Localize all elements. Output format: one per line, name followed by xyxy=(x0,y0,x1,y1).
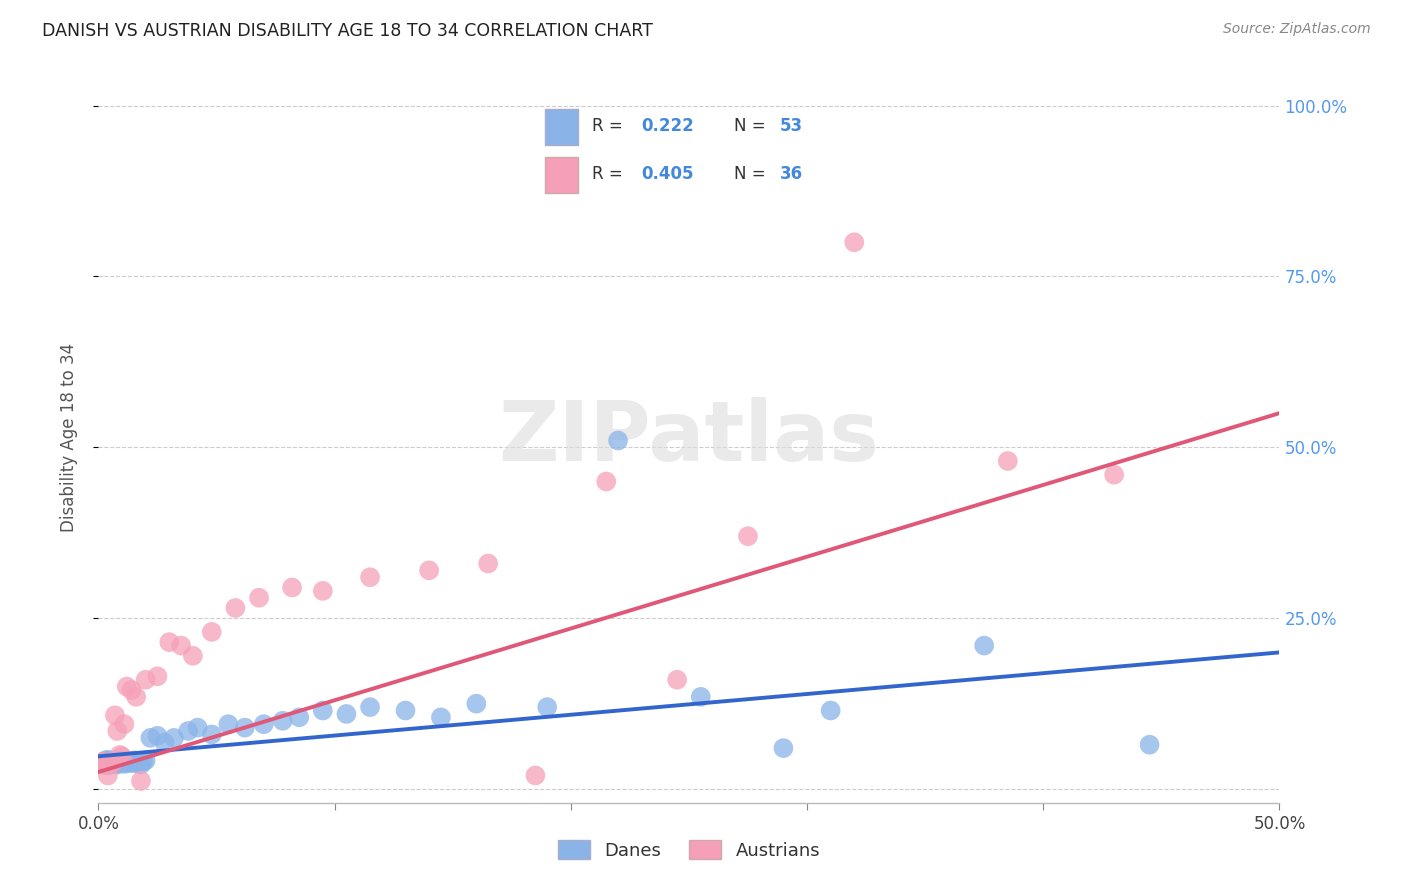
Point xyxy=(217,717,239,731)
Point xyxy=(595,475,617,489)
Point xyxy=(465,697,488,711)
Point xyxy=(111,755,134,769)
Point xyxy=(844,235,866,250)
Point xyxy=(820,704,842,718)
Point xyxy=(170,639,193,653)
Point xyxy=(201,624,224,639)
Point xyxy=(90,756,112,771)
Point xyxy=(247,591,270,605)
Point xyxy=(105,724,128,739)
Point xyxy=(181,648,204,663)
Point xyxy=(115,756,138,771)
Point xyxy=(122,753,145,767)
Point xyxy=(163,731,186,745)
Point xyxy=(108,747,131,762)
Point xyxy=(607,434,630,448)
Point xyxy=(312,704,335,718)
Point xyxy=(359,700,381,714)
Point xyxy=(108,756,131,771)
Point xyxy=(91,755,114,769)
Point xyxy=(125,756,148,771)
Point xyxy=(115,680,138,694)
Point xyxy=(105,756,128,771)
Point xyxy=(288,710,311,724)
Point xyxy=(973,639,995,653)
Point xyxy=(101,755,124,769)
Point xyxy=(129,757,152,772)
Point xyxy=(146,669,169,683)
Point xyxy=(394,704,416,718)
Point xyxy=(97,768,120,782)
Point xyxy=(129,773,152,788)
Point xyxy=(524,768,547,782)
Point xyxy=(737,529,759,543)
Point xyxy=(177,724,200,739)
Point xyxy=(108,755,131,769)
Point xyxy=(105,757,128,772)
Point xyxy=(111,753,134,767)
Point xyxy=(224,601,246,615)
Point xyxy=(772,741,794,756)
Point xyxy=(418,563,440,577)
Point xyxy=(281,581,304,595)
Point xyxy=(689,690,711,704)
Point xyxy=(112,756,135,771)
Point xyxy=(271,714,294,728)
Point xyxy=(104,708,127,723)
Point xyxy=(112,717,135,731)
Point xyxy=(157,635,180,649)
Point xyxy=(997,454,1019,468)
Point xyxy=(233,721,256,735)
Point xyxy=(477,557,499,571)
Text: DANISH VS AUSTRIAN DISABILITY AGE 18 TO 34 CORRELATION CHART: DANISH VS AUSTRIAN DISABILITY AGE 18 TO … xyxy=(42,22,652,40)
Point xyxy=(97,753,120,767)
Point xyxy=(359,570,381,584)
Point xyxy=(128,755,150,769)
Point xyxy=(111,749,134,764)
Point xyxy=(146,729,169,743)
Point xyxy=(104,756,127,771)
Point xyxy=(536,700,558,714)
Point xyxy=(135,673,157,687)
Point xyxy=(118,755,141,769)
Point xyxy=(135,753,157,767)
Point xyxy=(121,683,143,698)
Point xyxy=(101,756,124,771)
Point xyxy=(97,758,120,772)
Point xyxy=(153,736,176,750)
Point xyxy=(125,690,148,704)
Point xyxy=(90,756,112,771)
Point xyxy=(98,755,121,769)
Point xyxy=(91,755,114,769)
Point xyxy=(1102,467,1125,482)
Legend: Danes, Austrians: Danes, Austrians xyxy=(551,833,827,867)
Point xyxy=(94,758,117,772)
Point xyxy=(139,731,162,745)
Point xyxy=(187,721,209,735)
Point xyxy=(253,717,276,731)
Point xyxy=(98,754,121,768)
Point xyxy=(101,756,124,771)
Point xyxy=(312,583,335,598)
Point xyxy=(430,710,453,724)
Point xyxy=(201,727,224,741)
Point xyxy=(104,753,127,767)
Point xyxy=(1139,738,1161,752)
Point xyxy=(132,755,155,769)
Point xyxy=(94,753,117,767)
Text: Source: ZipAtlas.com: Source: ZipAtlas.com xyxy=(1223,22,1371,37)
Point xyxy=(98,757,121,772)
Text: ZIPatlas: ZIPatlas xyxy=(499,397,879,477)
Y-axis label: Disability Age 18 to 34: Disability Age 18 to 34 xyxy=(59,343,77,532)
Point xyxy=(94,756,117,771)
Point xyxy=(121,756,143,771)
Point xyxy=(666,673,689,687)
Point xyxy=(335,706,357,721)
